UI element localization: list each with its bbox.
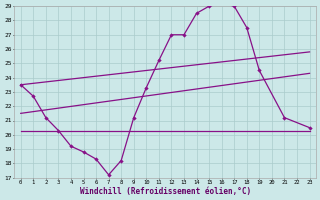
X-axis label: Windchill (Refroidissement éolien,°C): Windchill (Refroidissement éolien,°C) xyxy=(80,187,251,196)
